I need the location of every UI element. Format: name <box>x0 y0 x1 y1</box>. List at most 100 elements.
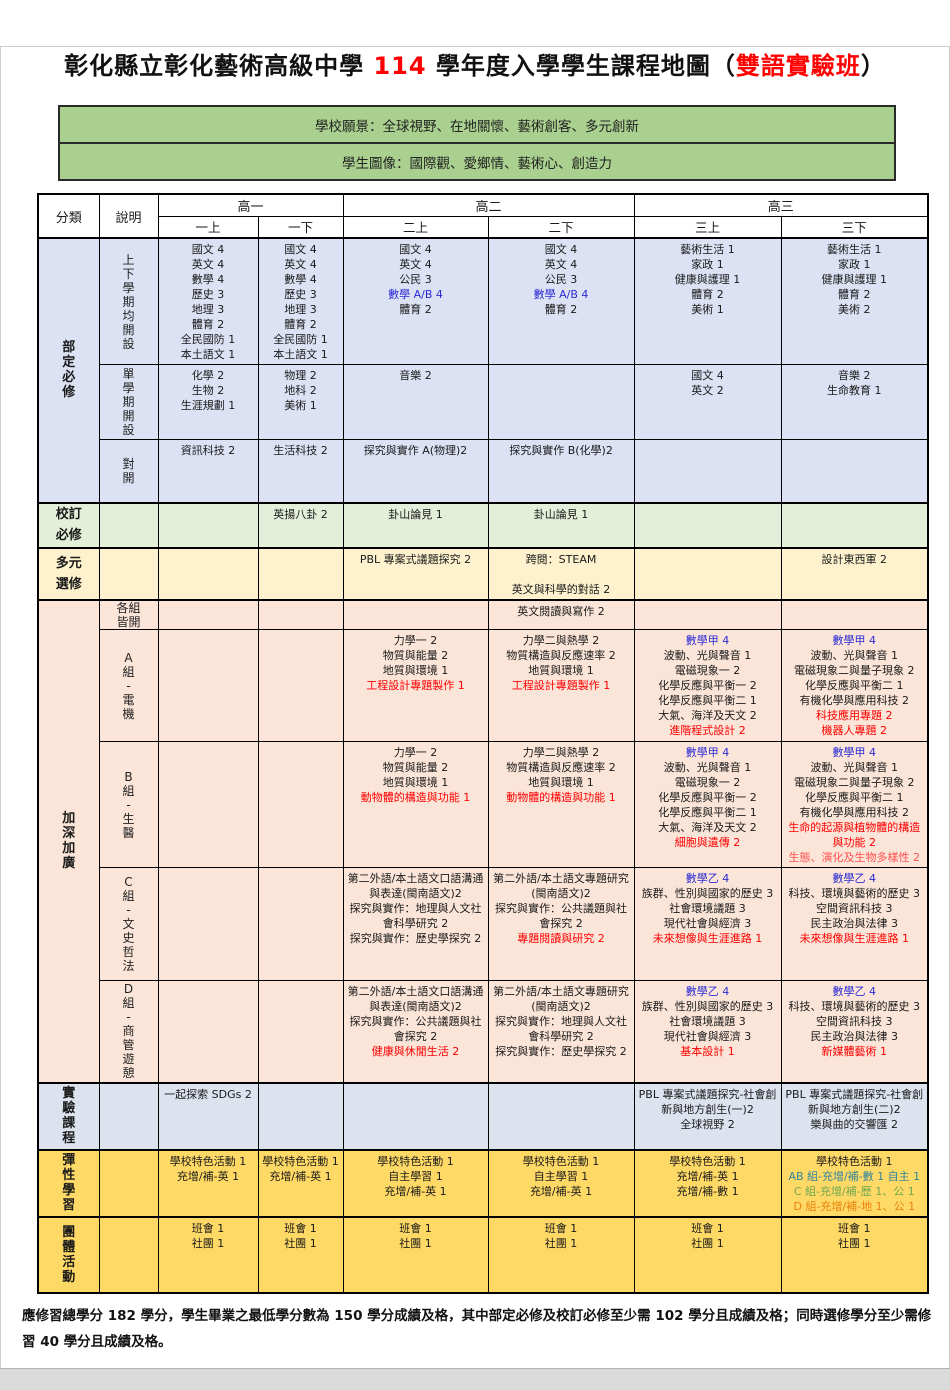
course-line: 波動、光與聲音 1 <box>810 761 899 774</box>
page-bottom-strip <box>0 1368 950 1390</box>
title-text-2: 學年度入學學生課程地圖（ <box>426 52 736 80</box>
course-cell: 卦山論見 1 <box>342 501 489 548</box>
course-cell <box>780 439 929 503</box>
course-line: 第二外語/本土語文專題研究(閩南語文)2 <box>493 985 629 1013</box>
course-line: 自主學習 1 <box>388 1169 443 1183</box>
course-line: 體育 2 <box>399 303 432 316</box>
desc-cell: 上 下 學 期 均 開 設 <box>98 237 159 365</box>
course-cell <box>257 980 344 1083</box>
course-line: 有機化學與應用科技 2 <box>799 806 910 819</box>
course-cell: 第二外語/本土語文專題研究(閩南語文)2 探究與實作：公共議題與社會探究 2 專題閱… <box>487 867 635 981</box>
course-line: 探究與實作：地理與人文社會科學研究 2 <box>349 902 482 930</box>
course-line: 波動、光與聲音 1 <box>663 649 752 662</box>
course-line: 生態、演化及生物多樣性 2 <box>788 851 921 864</box>
course-line: 探究與實作：公共議題與社會探究 2 <box>495 902 628 930</box>
course-line: 健康與休閒生活 2 <box>371 1045 460 1058</box>
course-line: 數學乙 4 <box>685 985 730 998</box>
vision-banner-group: 學校願景：全球視野、在地關懷、藝術創客、多元創新 學生圖像：國際觀、愛鄉情、藝術… <box>58 105 896 181</box>
course-line: 現代社會與經濟 3 <box>663 917 752 930</box>
course-line: 健康與護理 1 <box>674 273 741 286</box>
course-cell: 資訊科技 2 <box>157 439 259 503</box>
course-line: 體育 2 <box>691 288 724 301</box>
desc-cell: 各組 皆開 <box>98 598 159 630</box>
course-line: 族群、性別與國家的歷史 3 <box>641 887 774 900</box>
desc-cell: D 組 - 商 管 遊 憩 <box>98 980 159 1083</box>
course-line: 電磁現象二與量子現象 2 <box>794 776 915 789</box>
course-line: 學校特色活動 1 <box>262 1154 339 1168</box>
course-line: 地理 3 <box>191 303 225 316</box>
course-cell: 音樂 2 <box>342 364 489 440</box>
course-line: 數學乙 4 <box>685 872 730 885</box>
course-line: 美術 2 <box>838 303 871 316</box>
course-line: 波動、光與聲音 1 <box>663 761 752 774</box>
course-line: PBL 專案式議題探究-社會創新與地方創生(二)2 <box>785 1087 924 1116</box>
course-cell <box>633 439 782 503</box>
course-line: 英文與科學的對話 2 <box>511 582 611 596</box>
course-cell: 學校特色活動 1 充增/補-英 1 充增/補-數 1 <box>633 1148 782 1217</box>
course-line: 未來想像與生涯進路 1 <box>652 932 763 945</box>
course-line: 物質與能量 2 <box>382 649 449 662</box>
course-line: 英文 2 <box>691 384 724 397</box>
course-line: 社團 1 <box>544 1236 578 1250</box>
curriculum-body: 部 定 必 修上 下 學 期 均 開 設國文 4 英文 4 數學 4 歷史 3 地理 3… <box>37 237 929 1293</box>
course-line: 英文 4 <box>544 258 578 271</box>
header-sem-1b: 一下 <box>257 215 344 239</box>
course-line: 公民 3 <box>544 273 578 286</box>
course-line: 生活科技 2 <box>273 444 328 457</box>
course-line: 地質與環境 1 <box>382 776 449 789</box>
course-cell: 英文閱讀與寫作 2 <box>487 598 635 630</box>
course-cell: 力學一 2 物質與能量 2 地質與環境 1 動物體的構造與功能 1 <box>342 741 489 868</box>
course-line: 力學一 2 <box>393 634 438 647</box>
course-line: 力學一 2 <box>393 746 438 759</box>
desc-cell: 對 開 <box>98 439 159 503</box>
course-cell <box>342 1081 489 1150</box>
course-line: 國文 4 <box>691 369 724 382</box>
course-line: 生命的起源與植物體的構造與功能 2 <box>788 821 921 849</box>
course-line: 新媒體藝術 1 <box>821 1045 888 1058</box>
course-line: 化學 2 <box>191 369 225 382</box>
course-cell <box>157 598 259 630</box>
course-line: 進階程式設計 2 <box>669 724 746 737</box>
course-cell: 國文 4 英文 4 數學 4 歷史 3 地理 3 體育 2 全民國防 1 本土語文 1 <box>257 237 344 365</box>
course-cell: 國文 4 英文 4 公民 3 數學 A/B 4 體育 2 <box>342 237 489 365</box>
title-text: 彰化縣立彰化藝術高級中學 <box>64 52 374 80</box>
course-line: 物理 2 <box>284 369 317 382</box>
course-cell: 物理 2 地科 2 美術 1 <box>257 364 344 440</box>
course-line: PBL 專案式議題探究-社會創新與地方創生(一)2 <box>638 1087 777 1116</box>
course-cell: 探究與實作 B(化學)2 <box>487 439 635 503</box>
course-line: 數學 A/B 4 <box>388 288 443 301</box>
course-line: 空間資訊科技 3 <box>816 902 893 915</box>
course-line: 探究與實作：地理與人文社會科學研究 2 <box>495 1015 628 1043</box>
course-cell: 卦山論見 1 <box>487 501 635 548</box>
course-line: 物質構造與反應速率 2 <box>506 649 616 662</box>
header-sem-2a: 二上 <box>342 215 489 239</box>
course-line: 充增/補-英 1 <box>676 1169 739 1183</box>
course-line: 班會 1 <box>399 1221 432 1235</box>
course-cell: 生活科技 2 <box>257 439 344 503</box>
course-line: 化學反應與平衡二 1 <box>805 791 904 804</box>
course-line: 電磁現象一 2 <box>674 664 741 677</box>
course-line: 音樂 2 <box>399 369 432 382</box>
table-row: A 組 - 電 機力學一 2 物質與能量 2 地質與環境 1 工程設計專題製作 1 力學… <box>38 629 929 742</box>
course-line: 化學反應與平衡二 1 <box>658 806 757 819</box>
course-cell: PBL 專案式議題探究 2 <box>342 546 489 600</box>
curriculum-table: 分類 說明 高一 高二 高三 一上 一下 二上 二下 三上 三下 部 定 必 修… <box>37 193 930 1294</box>
course-cell <box>257 1081 344 1150</box>
course-line: 生涯規劃 1 <box>180 399 236 412</box>
title-text-3: ） <box>860 52 886 80</box>
course-line: 國文 4 <box>399 243 432 256</box>
course-line: 數學乙 4 <box>832 872 877 885</box>
section-label-deepening: 加 深 加 廣 <box>37 598 100 1083</box>
table-row: D 組 - 商 管 遊 憩第二外語/本土語文口語溝通與表達(閩南語文)2 探究與實… <box>38 980 929 1083</box>
desc-cell <box>98 546 159 600</box>
course-line: 科技、環境與藝術的歷史 3 <box>788 1000 921 1013</box>
course-line: 第二外語/本土語文專題研究(閩南語文)2 <box>493 872 629 900</box>
course-line <box>491 567 632 582</box>
course-line: 地理 3 <box>284 303 317 316</box>
title-class-type: 雙語實驗班 <box>735 52 861 80</box>
course-line: 第二外語/本土語文口語溝通與表達(閩南語文)2 <box>347 872 484 900</box>
course-line: 基本設計 1 <box>680 1045 735 1058</box>
course-cell: 數學乙 4 族群、性別與國家的歷史 3 社會環境議題 3 現代社會與經濟 3 未來想像與… <box>633 867 782 981</box>
course-cell <box>780 501 929 548</box>
